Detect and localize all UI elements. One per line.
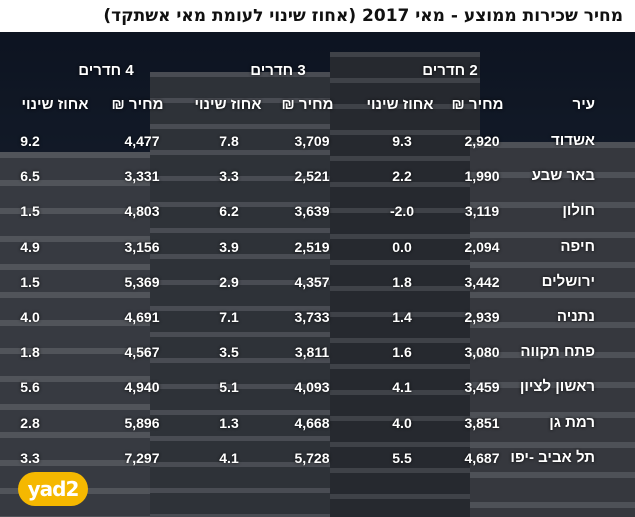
city-name: תל אביב -יפו (510, 449, 595, 466)
change-value: 4.9 (20, 239, 40, 255)
price-value: 4,691 (124, 309, 160, 325)
photo-shade (0, 32, 635, 517)
change-value: 5.5 (392, 450, 412, 466)
price-value: 4,357 (294, 274, 330, 290)
price-value: 4,093 (294, 379, 330, 395)
change-value: 2.9 (219, 274, 239, 290)
price-value: 5,369 (124, 274, 160, 290)
change-value: 3.5 (219, 344, 239, 360)
price-value: 3,442 (464, 274, 500, 290)
price-value: 3,080 (464, 344, 500, 360)
change-value: 7.1 (219, 309, 239, 325)
building-right (470, 142, 635, 517)
change-value: 2.8 (20, 415, 40, 431)
price-value: 3,459 (464, 379, 500, 395)
change-value: 3.3 (20, 450, 40, 466)
column-header-price: מחיר ₪ (111, 96, 164, 113)
yad2-logo: yad2 (18, 472, 88, 506)
price-value: 3,639 (294, 203, 330, 219)
price-value: 3,733 (294, 309, 330, 325)
change-value: 5.6 (20, 379, 40, 395)
city-name: חיפה (560, 238, 595, 255)
change-value: 1.5 (20, 203, 40, 219)
group-header: 3 חדרים (250, 62, 306, 79)
change-value: 6.2 (219, 203, 239, 219)
change-value: 4.0 (20, 309, 40, 325)
change-value: 4.1 (219, 450, 239, 466)
change-value: 3.9 (219, 239, 239, 255)
page-title: מחיר שכירות ממוצע - מאי 2017 (אחוז שינוי… (0, 0, 635, 32)
price-value: 4,803 (124, 203, 160, 219)
column-header-change: אחוז שינוי (194, 96, 262, 113)
change-value: 3.3 (219, 168, 239, 184)
price-value: 4,567 (124, 344, 160, 360)
change-value: 1.6 (392, 344, 412, 360)
price-value: 3,331 (124, 168, 160, 184)
city-name: חולון (562, 202, 595, 219)
city-name: פתח תקווה (520, 343, 595, 360)
change-value: 1.8 (20, 344, 40, 360)
price-value: 2,519 (294, 239, 330, 255)
change-value: 2.2 (392, 168, 412, 184)
change-value: 5.1 (219, 379, 239, 395)
price-value: 3,811 (294, 344, 330, 360)
price-value: 4,687 (464, 450, 500, 466)
price-value: 3,119 (464, 203, 500, 219)
change-value: 4.0 (392, 415, 412, 431)
change-value: 9.2 (20, 133, 40, 149)
change-value: 7.8 (219, 133, 239, 149)
city-name: ירושלים (541, 273, 595, 290)
price-value: 2,521 (294, 168, 330, 184)
city-name: ראשון לציון (519, 378, 595, 395)
column-header-price: מחיר ₪ (281, 96, 334, 113)
column-header-change: אחוז שינוי (21, 96, 89, 113)
price-value: 4,668 (294, 415, 330, 431)
price-value: 7,297 (124, 450, 160, 466)
change-value: 9.3 (392, 133, 412, 149)
price-value: 3,156 (124, 239, 160, 255)
price-value: 1,990 (464, 168, 500, 184)
price-value: 3,709 (294, 133, 330, 149)
group-header: 2 חדרים (422, 62, 478, 79)
price-value: 5,728 (294, 450, 330, 466)
column-header-change: אחוז שינוי (366, 96, 434, 113)
change-value: 1.8 (392, 274, 412, 290)
column-header-price: מחיר ₪ (451, 96, 504, 113)
change-value: 1.3 (219, 415, 239, 431)
price-value: 3,851 (464, 415, 500, 431)
price-value: 2,094 (464, 239, 500, 255)
change-value: 1.4 (392, 309, 412, 325)
building-center-right (330, 52, 480, 517)
change-value: -2.0 (389, 203, 415, 219)
city-name: נתניה (556, 308, 595, 325)
building-left (0, 152, 165, 517)
change-value: 0.0 (392, 239, 412, 255)
price-value: 4,477 (124, 133, 160, 149)
city-name: באר שבע (531, 167, 595, 184)
change-value: 4.1 (392, 379, 412, 395)
price-value: 2,920 (464, 133, 500, 149)
price-value: 2,939 (464, 309, 500, 325)
city-name: רמת גן (549, 414, 595, 431)
city-name: אשדוד (551, 132, 595, 149)
background-photo (0, 32, 635, 517)
group-header: 4 חדרים (78, 62, 134, 79)
change-value: 1.5 (20, 274, 40, 290)
column-header-city: עיר (572, 96, 595, 113)
change-value: 6.5 (20, 168, 40, 184)
price-value: 5,896 (124, 415, 160, 431)
price-value: 4,940 (124, 379, 160, 395)
